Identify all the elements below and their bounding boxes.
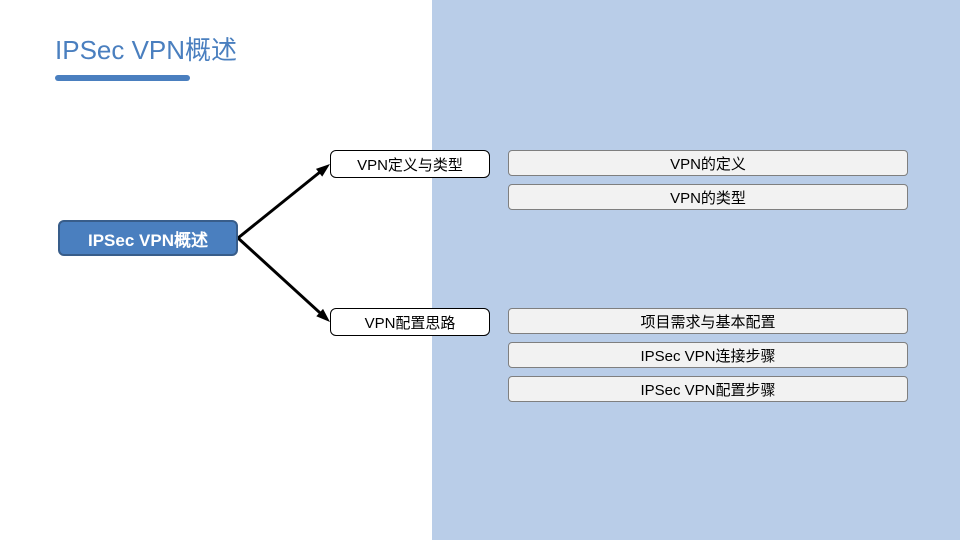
leaf-node-1-0: 项目需求与基本配置 bbox=[508, 308, 908, 334]
connector-line-0 bbox=[238, 170, 323, 238]
leaf-node-0-1: VPN的类型 bbox=[508, 184, 908, 210]
leaf-node-0-0: VPN的定义 bbox=[508, 150, 908, 176]
title-block: IPSec VPN概述 bbox=[55, 30, 237, 81]
connector-arrow-0 bbox=[316, 164, 330, 177]
connector-arrow-1 bbox=[316, 309, 330, 322]
background-panel bbox=[432, 0, 960, 540]
slide-title: IPSec VPN概述 bbox=[55, 30, 237, 67]
branch-node-0: VPN定义与类型 bbox=[330, 150, 490, 178]
branch-node-1: VPN配置思路 bbox=[330, 308, 490, 336]
root-node: IPSec VPN概述 bbox=[58, 220, 238, 256]
connector-line-1 bbox=[238, 238, 323, 316]
title-underline bbox=[55, 75, 190, 81]
leaf-node-1-1: IPSec VPN连接步骤 bbox=[508, 342, 908, 368]
leaf-node-1-2: IPSec VPN配置步骤 bbox=[508, 376, 908, 402]
